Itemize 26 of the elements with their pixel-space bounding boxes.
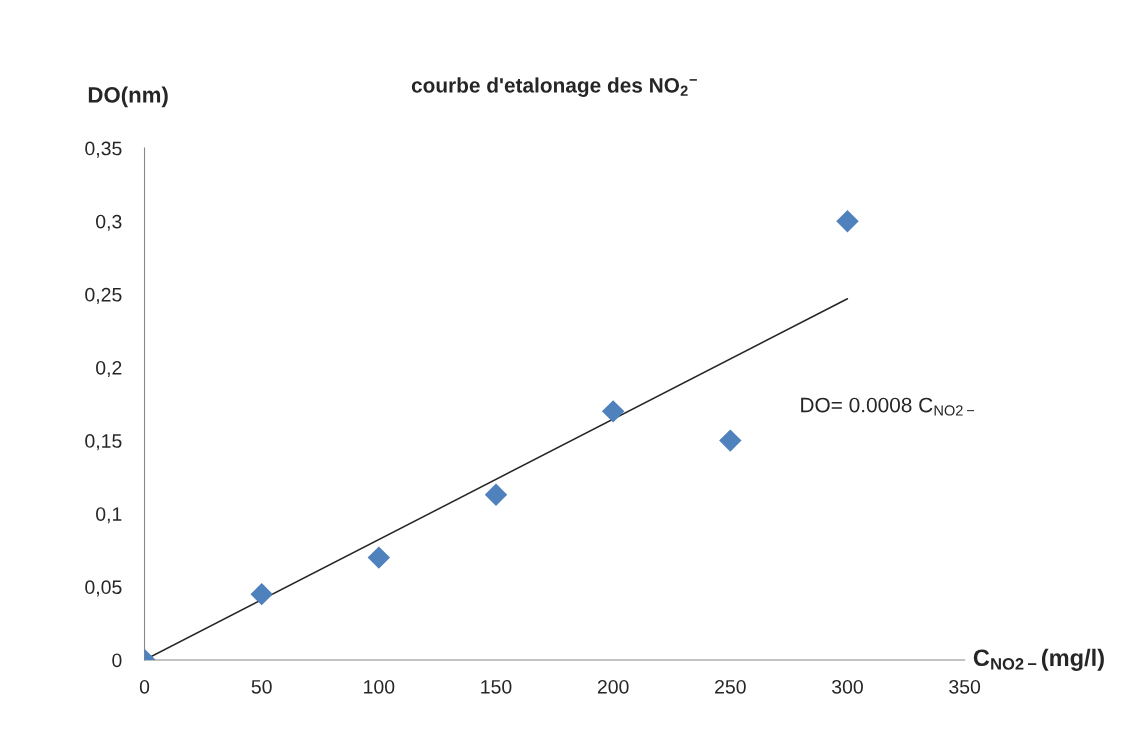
point bbox=[719, 429, 742, 452]
x-tick-label: 250 bbox=[715, 679, 746, 694]
point bbox=[601, 400, 625, 423]
y-tick-label: 0,05 bbox=[85, 580, 122, 597]
x-tick-label: 0 bbox=[139, 679, 150, 694]
point bbox=[367, 546, 391, 569]
y-tick-label: 0,2 bbox=[96, 360, 122, 378]
y-tick-label: 0,35 bbox=[85, 141, 122, 158]
y-axis-title: DO(nm) bbox=[88, 86, 168, 108]
point bbox=[250, 582, 273, 606]
y-tick-label: 0,1 bbox=[96, 507, 122, 524]
point bbox=[836, 210, 859, 233]
y-tick-label: 0,15 bbox=[85, 434, 122, 451]
x-tick-label: 200 bbox=[597, 679, 629, 694]
point bbox=[484, 483, 508, 506]
y-tick-label: 0 bbox=[112, 653, 122, 668]
x-tick-label: 100 bbox=[364, 679, 395, 694]
x-tick-label: 300 bbox=[831, 679, 863, 694]
x-axis-title: C$_{NO2−}$(mg/l) bbox=[973, 648, 1104, 671]
y-tick-label: 0,3 bbox=[96, 214, 122, 231]
annotation: DO= 0.0008 C$_{NO2−}$ bbox=[801, 397, 975, 416]
y-tick-label: 0,25 bbox=[85, 287, 122, 304]
chart-title: courbe d'etalonage des NO$_{2}$$^{−}$ bbox=[411, 77, 697, 97]
x-tick-label: 50 bbox=[251, 679, 272, 694]
x-tick-label: 350 bbox=[949, 679, 981, 694]
x-tick-label: 150 bbox=[481, 679, 512, 694]
